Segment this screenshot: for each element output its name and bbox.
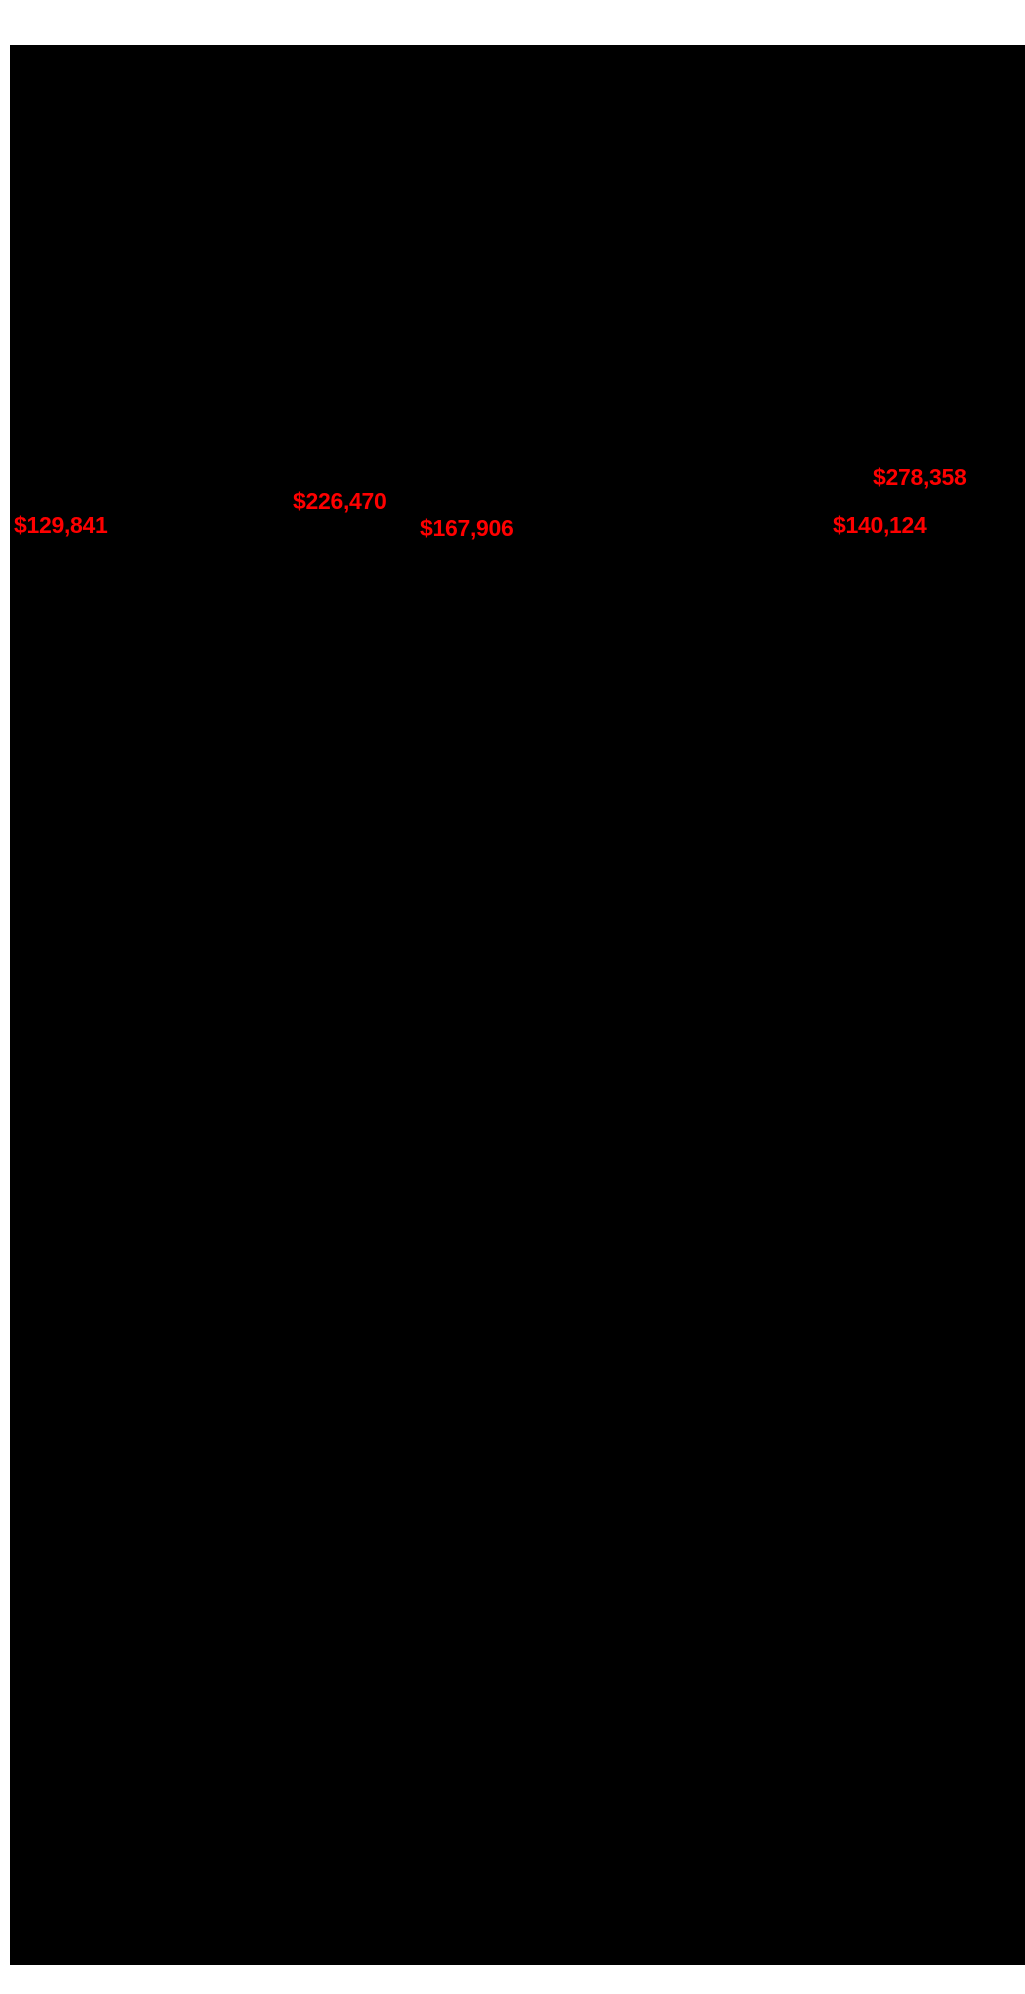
price-marker[interactable]: $129,841 — [14, 512, 108, 538]
bottom-margin — [0, 1965, 1025, 1994]
price-marker[interactable]: $226,470 — [293, 488, 387, 514]
price-marker[interactable]: $140,124 — [833, 512, 927, 538]
top-margin — [0, 0, 1025, 45]
map-canvas[interactable]: $278,358 $226,470 $129,841 $167,906 $140… — [10, 45, 1025, 1965]
price-marker[interactable]: $167,906 — [420, 515, 514, 541]
price-marker[interactable]: $278,358 — [873, 464, 967, 490]
